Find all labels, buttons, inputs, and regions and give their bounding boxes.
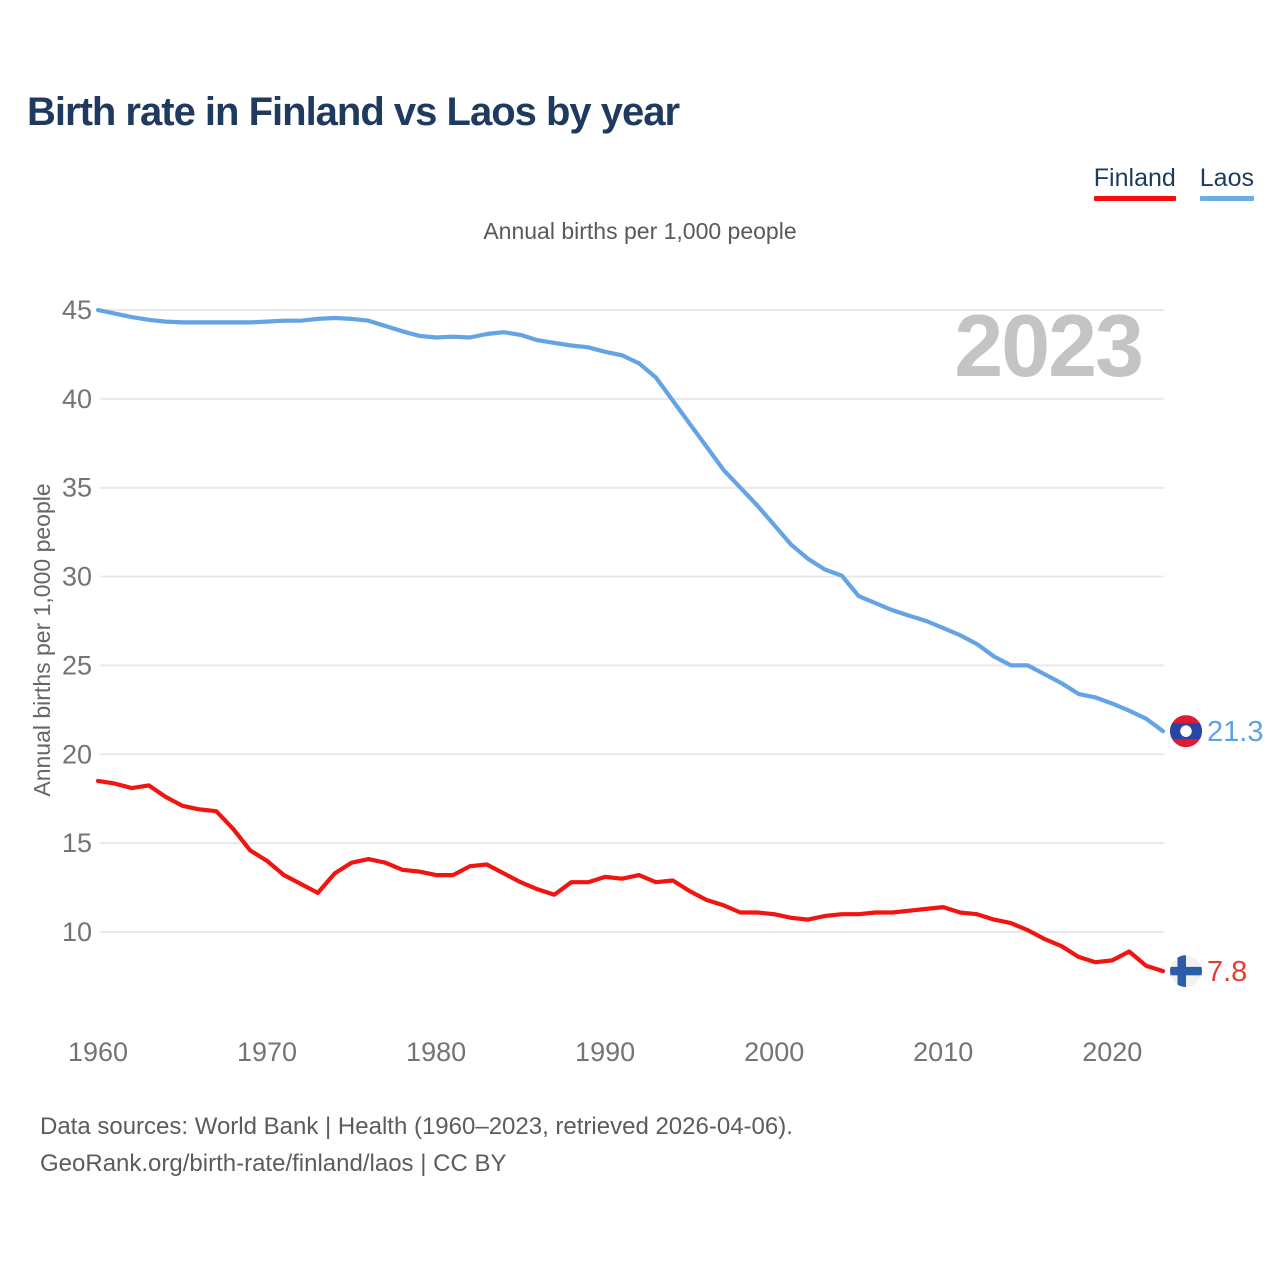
y-tick-label: 25: [62, 650, 92, 680]
series-line-finland[interactable]: [95, 778, 1166, 974]
legend-underline-finland: [1093, 195, 1176, 201]
y-tick-label: 30: [62, 562, 92, 592]
x-tick-label: 1980: [406, 1037, 466, 1067]
laos-flag-icon: [1170, 715, 1202, 748]
x-tick-label: 2000: [744, 1037, 804, 1067]
legend-label-finland: Finland: [1093, 164, 1176, 192]
y-tick-label: 20: [62, 739, 92, 769]
legend-label-laos: Laos: [1199, 164, 1254, 192]
finland-flag-icon: [1170, 955, 1202, 988]
y-axis-label: Annual births per 1,000 people: [29, 483, 55, 796]
footer: Data sources: World Bank | Health (1960–…: [40, 1108, 793, 1182]
page-title: Birth rate in Finland vs Laos by year: [27, 90, 680, 134]
x-tick-label: 1970: [237, 1037, 297, 1067]
legend-underline-laos: [1199, 195, 1254, 201]
footer-attribution: GeoRank.org/birth-rate/finland/laos | CC…: [40, 1150, 507, 1178]
end-value-label-laos: 21.3: [1207, 716, 1263, 748]
legend-item-finland[interactable]: Finland: [1093, 164, 1176, 201]
y-tick-label: 10: [62, 917, 92, 947]
y-tick-label: 35: [62, 473, 92, 503]
series-line-laos[interactable]: [95, 307, 1166, 734]
x-tick-label: 1960: [68, 1037, 128, 1067]
y-tick-label: 15: [62, 828, 92, 858]
legend-item-laos[interactable]: Laos: [1199, 164, 1254, 201]
y-tick-label: 40: [62, 384, 92, 414]
x-tick-label: 1990: [575, 1037, 635, 1067]
chart-subtitle: Annual births per 1,000 people: [483, 218, 797, 244]
y-tick-label: 45: [62, 295, 92, 325]
watermark-year: 2023: [954, 296, 1142, 395]
x-tick-label: 2020: [1082, 1037, 1142, 1067]
x-tick-label: 2010: [913, 1037, 973, 1067]
legend: Finland Laos: [1093, 164, 1254, 201]
end-value-label-finland: 7.8: [1207, 956, 1247, 988]
footer-data-sources: Data sources: World Bank | Health (1960–…: [40, 1113, 793, 1140]
